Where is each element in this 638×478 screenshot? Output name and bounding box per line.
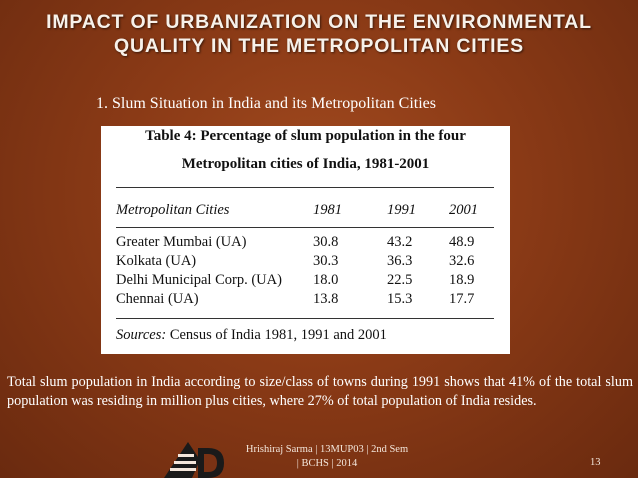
city-cell: Kolkata (UA) [116, 253, 197, 269]
footer-credit: Hrishiraj Sarma | 13MUP03 | 2nd Sem | BC… [222, 443, 432, 471]
slide-title-line1: Impact of Urbanization on the Environmen… [46, 11, 592, 33]
body-paragraph: Total slum population in India according… [7, 374, 633, 409]
header-1991: 1991 [387, 202, 416, 218]
value-1991: 36.3 [387, 253, 413, 269]
value-2001: 18.9 [449, 272, 475, 288]
table-source: Sources: Census of India 1981, 1991 and … [116, 327, 387, 344]
slide-title-line2: Quality in the Metropolitan Cities [114, 35, 524, 57]
header-1981: 1981 [313, 202, 342, 218]
section-subheading: 1. Slum Situation in India and its Metro… [96, 95, 436, 112]
slide-title: Impact of Urbanization on the Environmen… [0, 10, 638, 58]
value-1991: 43.2 [387, 234, 413, 250]
value-2001: 17.7 [449, 291, 475, 307]
value-1981: 30.8 [313, 234, 339, 250]
table-bottom-rule [116, 318, 494, 319]
value-1981: 18.0 [313, 272, 339, 288]
source-label: Sources: [116, 327, 167, 343]
footer-line1: Hrishiraj Sarma | 13MUP03 | 2nd Sem [245, 444, 409, 455]
value-1991: 15.3 [387, 291, 413, 307]
header-2001: 2001 [449, 202, 478, 218]
header-cities: Metropolitan Cities [116, 202, 230, 218]
table-header-rule [116, 227, 494, 228]
value-2001: 48.9 [449, 234, 475, 250]
table-caption-line2: Metropolitan cities of India, 1981-2001 [181, 156, 430, 172]
city-cell: Greater Mumbai (UA) [116, 234, 247, 250]
table-caption-line1: Table 4: Percentage of slum population i… [145, 128, 466, 144]
value-1991: 22.5 [387, 272, 413, 288]
city-cell: Chennai (UA) [116, 291, 199, 307]
footer-line2: | BCHS | 2014 [296, 458, 358, 469]
page-number: 13 [590, 457, 601, 468]
city-cell: Delhi Municipal Corp. (UA) [116, 272, 282, 288]
value-1981: 30.3 [313, 253, 339, 269]
table-top-rule [116, 187, 494, 188]
value-1981: 13.8 [313, 291, 339, 307]
slum-population-table: Table 4: Percentage of slum population i… [101, 126, 510, 354]
value-2001: 32.6 [449, 253, 475, 269]
institution-logo-icon [164, 442, 224, 478]
source-text: Census of India 1981, 1991 and 2001 [169, 327, 387, 343]
